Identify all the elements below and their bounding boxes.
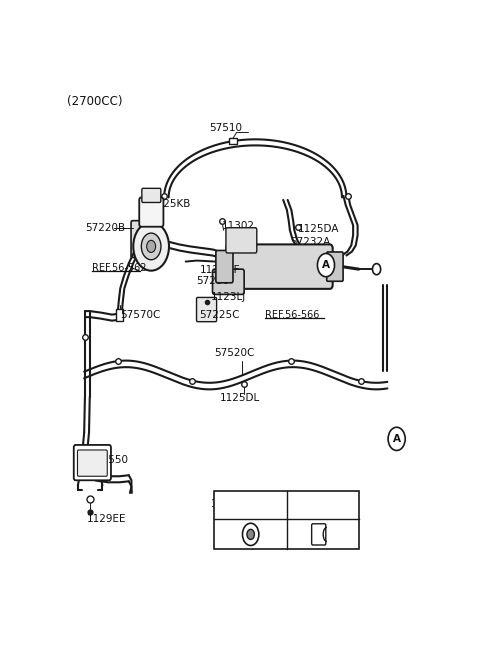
Text: 57280: 57280: [196, 276, 229, 286]
Text: 1125KB: 1125KB: [151, 199, 192, 209]
Text: 1125DL: 1125DL: [220, 393, 260, 403]
FancyBboxPatch shape: [196, 297, 216, 321]
Circle shape: [317, 253, 335, 277]
FancyBboxPatch shape: [142, 188, 161, 203]
FancyBboxPatch shape: [226, 228, 257, 253]
FancyBboxPatch shape: [116, 309, 123, 321]
Text: 57232A: 57232A: [290, 237, 331, 247]
Text: 1125DA: 1125DA: [298, 224, 339, 234]
Text: 11302: 11302: [222, 221, 255, 232]
Text: 13395A: 13395A: [211, 499, 248, 509]
Text: 57520C: 57520C: [215, 348, 255, 358]
FancyBboxPatch shape: [74, 445, 111, 480]
FancyBboxPatch shape: [139, 197, 163, 227]
Text: 57570C: 57570C: [120, 310, 161, 319]
FancyBboxPatch shape: [312, 523, 326, 545]
Circle shape: [247, 529, 254, 539]
Circle shape: [133, 222, 169, 271]
FancyBboxPatch shape: [77, 450, 107, 476]
Bar: [228, 138, 238, 144]
Text: 57510: 57510: [209, 123, 242, 133]
Text: 1129EE: 1129EE: [87, 514, 126, 524]
Circle shape: [242, 523, 259, 546]
Circle shape: [141, 233, 161, 260]
Text: REF.56-562: REF.56-562: [92, 262, 147, 273]
FancyBboxPatch shape: [216, 251, 233, 283]
Circle shape: [147, 240, 156, 253]
FancyBboxPatch shape: [131, 220, 151, 258]
Text: A: A: [393, 434, 401, 444]
Text: 57220B: 57220B: [85, 223, 125, 234]
Text: REF.56-566: REF.56-566: [264, 310, 319, 319]
Text: 57587A: 57587A: [264, 499, 302, 509]
FancyBboxPatch shape: [327, 252, 343, 281]
Text: A: A: [322, 260, 330, 270]
FancyBboxPatch shape: [226, 245, 333, 289]
Circle shape: [388, 427, 405, 451]
Bar: [215, 491, 360, 550]
Text: 57225C: 57225C: [200, 310, 240, 319]
Text: (2700CC): (2700CC): [67, 95, 122, 108]
Text: 57550: 57550: [96, 455, 128, 465]
Text: 1123LJ: 1123LJ: [211, 292, 246, 302]
Text: 1123GF: 1123GF: [200, 265, 240, 275]
Circle shape: [372, 264, 381, 275]
FancyBboxPatch shape: [213, 269, 244, 295]
